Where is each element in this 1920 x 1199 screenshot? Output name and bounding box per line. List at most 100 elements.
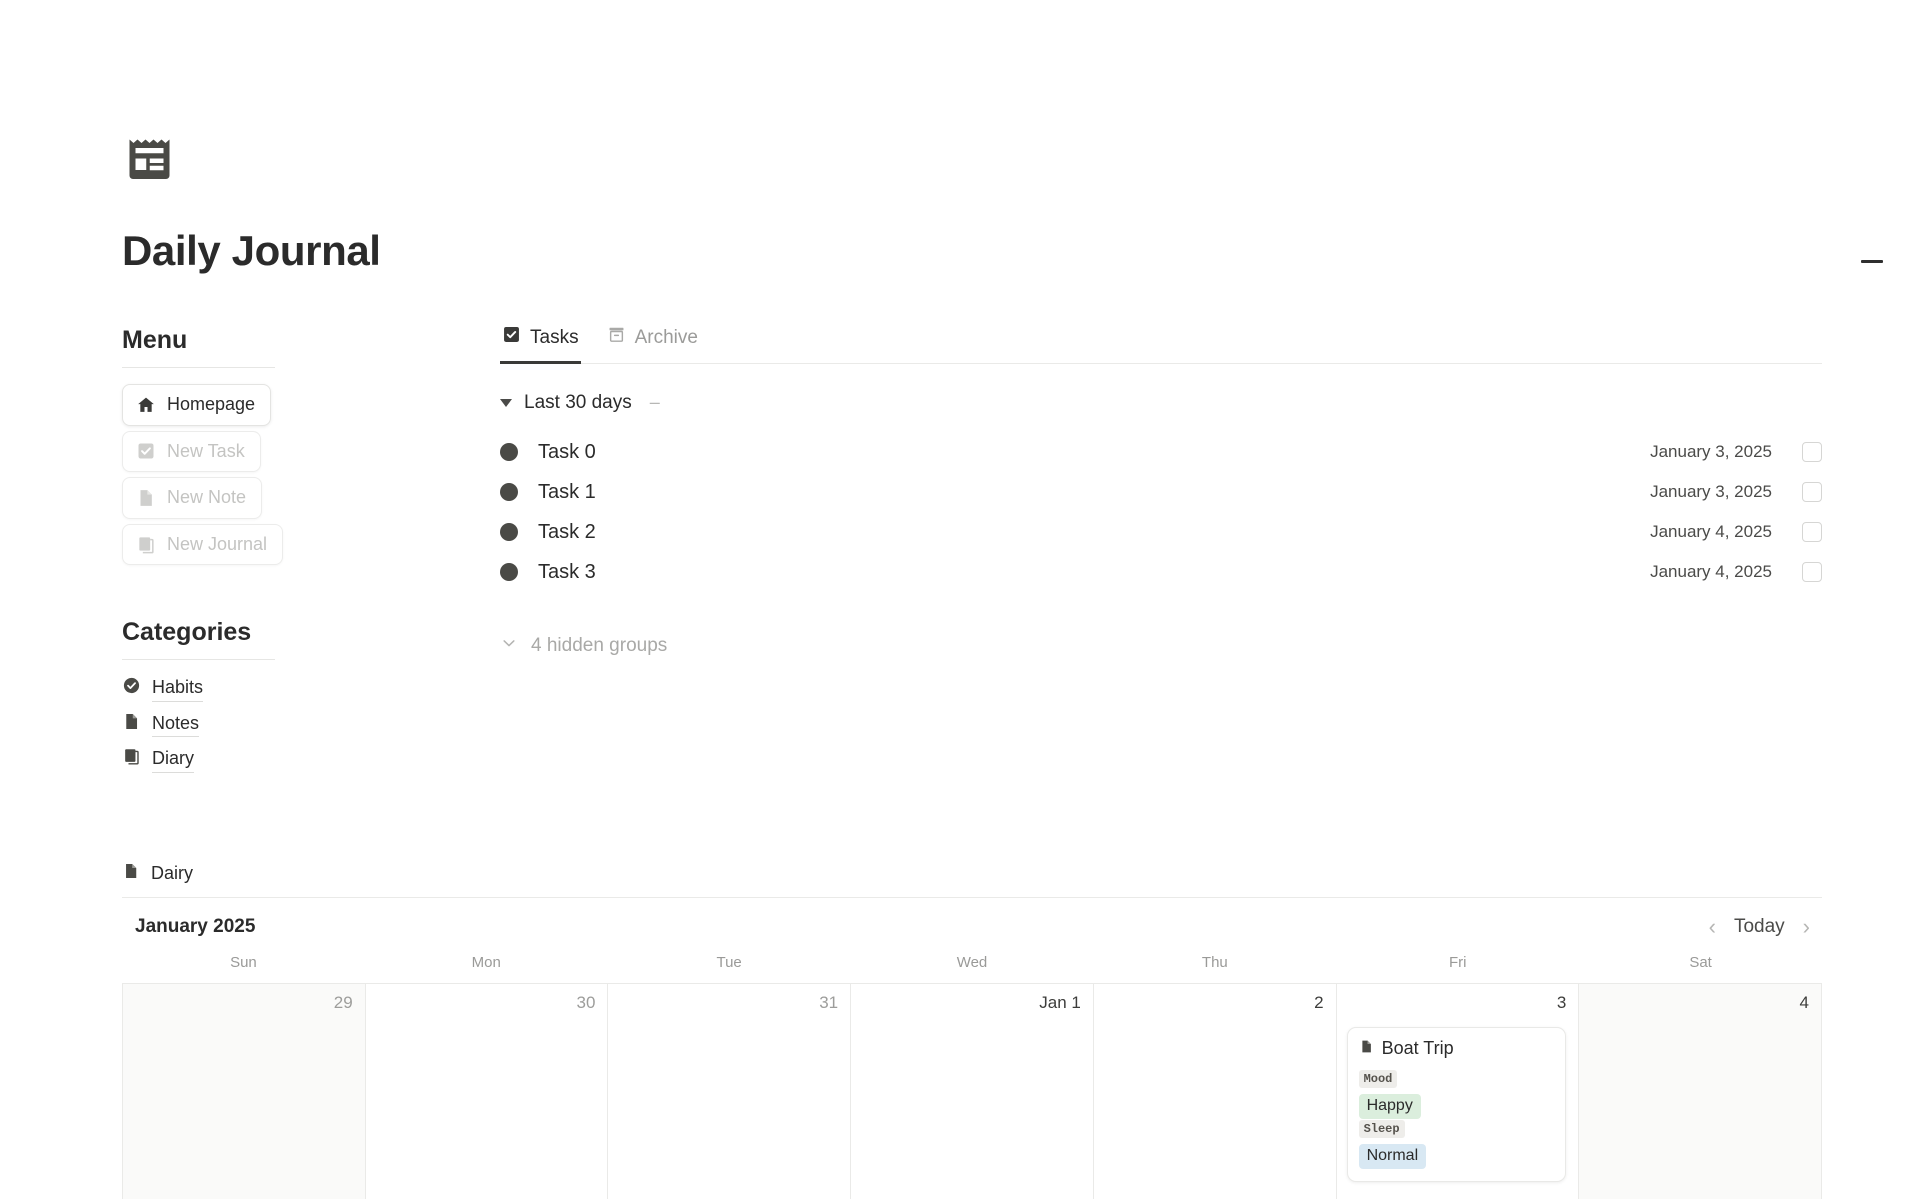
sidebar-item-homepage[interactable]: Homepage [122, 384, 272, 426]
calendar-day-number: 3 [1556, 993, 1567, 1012]
archive-icon [607, 325, 626, 351]
task-checkbox[interactable] [1802, 561, 1822, 582]
calendar-day-cell[interactable]: 29 [123, 984, 366, 1199]
task-date: January 3, 2025 [1650, 441, 1772, 461]
sidebar-item-label: New Note [167, 487, 247, 508]
tab-label: Archive [634, 326, 698, 348]
category-label: Diary [152, 747, 195, 773]
task-group-label: Last 30 days [524, 391, 632, 413]
body-columns: Menu Homepage New Task [122, 325, 1822, 773]
task-list: Task 0 January 3, 2025 Task 1 January 3,… [500, 432, 1822, 592]
calendar-toolbar: January 2025 ‹ Today › [122, 898, 1822, 954]
category-label: Notes [152, 712, 200, 738]
hidden-groups-toggle[interactable]: 4 hidden groups [500, 634, 1822, 658]
calendar-day-cell[interactable]: Jan 1 [851, 984, 1094, 1199]
diary-heading-label: Dairy [151, 863, 194, 883]
calendar-day-cell[interactable]: 2 [1094, 984, 1337, 1199]
page-header: Daily Journal [122, 128, 1822, 272]
event-property-sleep: Sleep [1358, 1119, 1555, 1144]
calendar-day-number: 31 [819, 993, 839, 1012]
task-date: January 4, 2025 [1650, 521, 1772, 541]
note-icon [122, 712, 141, 737]
property-key: Sleep [1358, 1120, 1405, 1139]
task-checkbox[interactable] [1802, 441, 1822, 462]
note-icon [122, 862, 140, 885]
prev-month-button[interactable]: ‹ [1708, 914, 1716, 939]
sidebar-item-new-journal[interactable]: New Journal [122, 523, 284, 566]
task-group-count: – [649, 392, 660, 413]
property-value-tag: Normal [1358, 1144, 1427, 1169]
task-checkbox[interactable] [1802, 521, 1822, 542]
day-name: Tue [716, 954, 742, 971]
tab-label: Tasks [530, 326, 579, 348]
calendar-day-number: 30 [576, 993, 596, 1012]
note-icon [1359, 1038, 1374, 1060]
sidebar-item-label: New Task [167, 440, 245, 461]
journal-stack-icon [122, 747, 141, 772]
task-date: January 4, 2025 [1650, 561, 1772, 581]
next-month-button[interactable]: › [1802, 914, 1810, 939]
category-item-habits[interactable]: Habits [122, 676, 204, 702]
calendar-day-cell[interactable]: 3 Boat Trip Mood Happy [1337, 984, 1580, 1199]
calendar-day-number: Jan 1 [1039, 993, 1081, 1012]
task-status-dot [500, 482, 518, 501]
sidebar-item-label: New Journal [167, 533, 268, 554]
calendar-nav: ‹ Today › [1709, 916, 1810, 938]
journal-stack-icon [136, 535, 156, 555]
property-value-tag: Happy [1358, 1094, 1421, 1120]
task-title: Task 2 [538, 520, 596, 543]
category-item-notes[interactable]: Notes [122, 712, 200, 738]
task-group-header[interactable]: Last 30 days – [500, 392, 1822, 414]
event-title: Boat Trip [1381, 1037, 1454, 1058]
task-status-dot [500, 442, 518, 461]
task-status-dot [500, 562, 518, 581]
sidebar-item-label: Homepage [167, 394, 256, 414]
chevron-down-icon [500, 634, 518, 658]
caret-down-icon [500, 398, 512, 407]
minus-icon [1861, 259, 1883, 263]
task-date: January 3, 2025 [1650, 481, 1772, 501]
table-row[interactable]: Task 2 January 4, 2025 [500, 512, 1822, 552]
categories-divider [122, 659, 275, 661]
event-property-sleep-value-row: Normal [1358, 1144, 1555, 1169]
main-content: Tasks Archive Last 30 days – Task 0 [432, 325, 1822, 658]
categories-block: Categories Habits Notes [122, 617, 402, 773]
calendar-day-names: Sun Mon Tue Wed Thu Fri Sat [122, 954, 1822, 983]
category-item-diary[interactable]: Diary [122, 747, 195, 773]
table-row[interactable]: Task 0 January 3, 2025 [500, 432, 1822, 472]
checkbox-icon [502, 325, 521, 351]
day-name: Sun [230, 954, 257, 971]
task-checkbox[interactable] [1802, 481, 1822, 502]
note-icon [136, 488, 156, 508]
event-title-row: Boat Trip [1359, 1038, 1555, 1060]
home-icon [136, 395, 156, 415]
diary-section: Dairy January 2025 ‹ Today › Sun Mon Tue… [122, 862, 1822, 1199]
calendar-day-number: 29 [333, 993, 353, 1012]
sidebar-item-new-task[interactable]: New Task [122, 430, 261, 473]
property-key: Mood [1358, 1070, 1398, 1089]
calendar-grid: 29 30 31 Jan 1 2 3 [122, 983, 1822, 1199]
menu-list: Homepage New Task New Note [122, 384, 402, 566]
calendar-event-card[interactable]: Boat Trip Mood Happy Sleep Normal [1346, 1026, 1567, 1182]
task-title: Task 0 [538, 440, 596, 463]
today-button[interactable]: Today [1733, 916, 1785, 937]
event-property-mood: Mood [1358, 1069, 1555, 1094]
calendar-day-number: 4 [1799, 993, 1809, 1012]
diary-heading: Dairy [122, 862, 1822, 898]
journal-icon [122, 128, 1822, 190]
sidebar: Menu Homepage New Task [122, 325, 432, 773]
tab-tasks[interactable]: Tasks [500, 325, 581, 364]
checkbox-icon [136, 441, 156, 461]
check-circle-icon [122, 676, 141, 701]
table-row[interactable]: Task 1 January 3, 2025 [500, 472, 1822, 512]
table-row[interactable]: Task 3 January 4, 2025 [500, 552, 1822, 592]
tab-archive[interactable]: Archive [605, 325, 700, 364]
sidebar-item-new-note[interactable]: New Note [122, 477, 263, 519]
calendar-day-cell[interactable]: 4 [1579, 984, 1822, 1199]
calendar-day-cell[interactable]: 30 [366, 984, 609, 1199]
calendar-day-cell[interactable]: 31 [608, 984, 852, 1199]
day-name: Wed [956, 954, 988, 971]
collapse-panel-button[interactable] [1852, 248, 1892, 274]
day-name: Thu [1201, 954, 1228, 971]
